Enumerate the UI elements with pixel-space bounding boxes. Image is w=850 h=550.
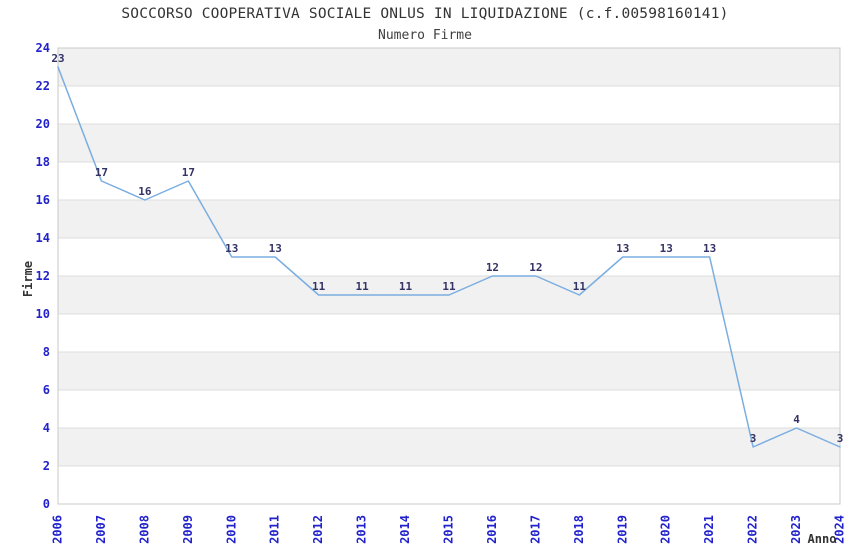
x-tick-label: 2023 — [789, 515, 803, 544]
plot-border — [57, 47, 841, 505]
data-point-label: 13 — [616, 242, 629, 255]
plot-band — [58, 352, 840, 390]
data-point-label: 13 — [660, 242, 673, 255]
plot-band — [58, 200, 840, 238]
y-tick-label: 22 — [36, 79, 50, 93]
x-tick-label: 2013 — [355, 515, 369, 544]
y-axis-title: Firme — [21, 260, 35, 298]
x-tick-label: 2021 — [702, 515, 716, 544]
x-tick-label: 2010 — [224, 515, 238, 544]
y-tick-label: 10 — [36, 307, 50, 321]
x-tick-label: 2016 — [485, 515, 499, 544]
plot-band — [58, 48, 840, 86]
x-tick-label: 2017 — [528, 515, 542, 544]
x-tick-label: 2024 — [833, 515, 847, 544]
data-point-label: 11 — [312, 280, 326, 293]
y-tick-label: 6 — [43, 383, 50, 397]
y-tick-label: 0 — [43, 497, 50, 511]
x-tick-label: 2019 — [615, 515, 629, 544]
y-tick-label: 12 — [36, 269, 50, 283]
data-point-label: 16 — [138, 185, 152, 198]
y-tick-label: 14 — [36, 231, 50, 245]
x-tick-label: 2012 — [311, 515, 325, 544]
plot-band — [58, 238, 840, 276]
data-point-label: 3 — [750, 432, 757, 445]
series-line — [57, 66, 841, 448]
y-tick-label: 8 — [43, 345, 50, 359]
y-tick-label: 4 — [43, 421, 50, 435]
x-axis-title: Anno — [807, 532, 837, 546]
plot-band — [58, 124, 840, 162]
x-tick-label: 2020 — [659, 515, 673, 544]
x-tick-label: 2018 — [572, 515, 586, 544]
plot-band — [58, 428, 840, 466]
data-point-label: 13 — [703, 242, 716, 255]
data-point-label: 11 — [442, 280, 456, 293]
y-tick-label: 20 — [36, 117, 50, 131]
data-point-label: 12 — [486, 261, 499, 274]
y-tick-label: 24 — [36, 41, 50, 55]
data-point-label: 11 — [573, 280, 587, 293]
y-tick-label: 18 — [36, 155, 50, 169]
data-point-label: 4 — [793, 413, 800, 426]
y-tick-label: 16 — [36, 193, 50, 207]
x-tick-label: 2007 — [94, 515, 108, 544]
x-tick-label: 2011 — [268, 515, 282, 544]
x-tick-label: 2014 — [398, 515, 412, 544]
x-tick-label: 2006 — [51, 515, 65, 544]
x-tick-label: 2008 — [137, 515, 151, 544]
plot-band — [58, 86, 840, 124]
data-point-label: 23 — [51, 52, 64, 65]
plot-band — [58, 466, 840, 504]
x-tick-label: 2015 — [442, 515, 456, 544]
data-point-label: 3 — [837, 432, 844, 445]
data-point-label: 13 — [225, 242, 238, 255]
x-tick-label: 2022 — [746, 515, 760, 544]
data-point-label: 11 — [355, 280, 369, 293]
data-point-label: 13 — [269, 242, 282, 255]
data-point-label: 17 — [95, 166, 108, 179]
data-point-label: 17 — [182, 166, 195, 179]
plot-band — [58, 162, 840, 200]
chart-subtitle: Numero Firme — [378, 28, 472, 43]
data-point-label: 12 — [529, 261, 542, 274]
data-point-label: 11 — [399, 280, 413, 293]
chart-title: SOCCORSO COOPERATIVA SOCIALE ONLUS IN LI… — [121, 6, 729, 22]
plot-band — [58, 390, 840, 428]
y-tick-label: 2 — [43, 459, 50, 473]
x-tick-label: 2009 — [181, 515, 195, 544]
plot-band — [58, 314, 840, 352]
